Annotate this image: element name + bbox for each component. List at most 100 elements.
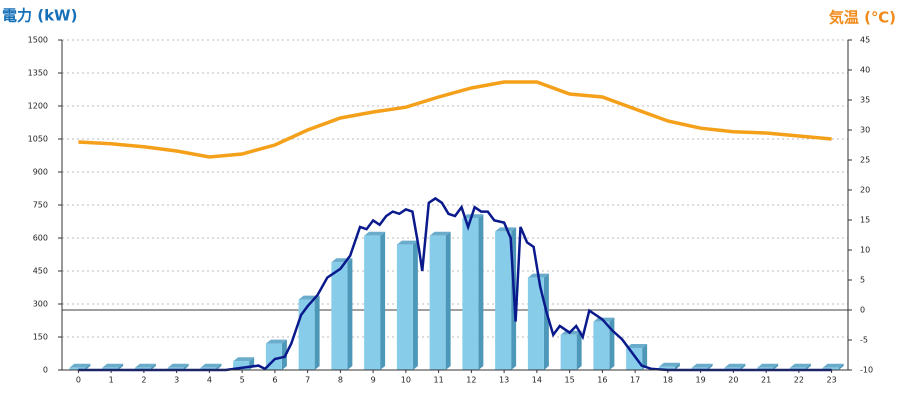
bar-top <box>495 227 517 232</box>
y2-tick-label: -10 <box>860 366 873 375</box>
x-tick-label: 4 <box>207 376 212 385</box>
x-tick-label: 23 <box>827 376 837 385</box>
x-tick-label: 8 <box>338 376 343 385</box>
bar-side <box>674 362 680 370</box>
bar-side <box>707 363 713 370</box>
y2-tick-label: 15 <box>860 216 870 225</box>
bar <box>429 235 446 370</box>
y2-tick-label: 35 <box>860 96 870 105</box>
bar <box>233 361 250 370</box>
bar-top <box>724 363 746 368</box>
bar-top <box>789 363 811 368</box>
y-tick-label: 150 <box>33 333 48 342</box>
bar-side <box>478 214 484 370</box>
y2-tick-label: 20 <box>860 186 870 195</box>
y-tick-label: 1200 <box>28 102 48 111</box>
y-tick-label: 1050 <box>28 135 48 144</box>
x-tick-label: 11 <box>434 376 444 385</box>
bar-top <box>233 357 255 362</box>
y-axis-title: 電力 (kW) <box>2 7 77 25</box>
bar-side <box>445 231 451 370</box>
bar-side <box>838 363 844 370</box>
bar-side <box>314 295 320 370</box>
x-tick-label: 9 <box>371 376 376 385</box>
bar-side <box>773 363 779 370</box>
temperature-line <box>78 80 832 159</box>
bar <box>626 348 643 370</box>
y2-tick-label: 45 <box>860 36 870 45</box>
bar-top <box>396 240 418 245</box>
bar-top <box>757 363 779 368</box>
bar-side <box>642 344 648 370</box>
bar-top <box>200 363 222 368</box>
bar-side <box>183 363 189 370</box>
bar-top <box>658 362 680 367</box>
bar <box>396 244 413 370</box>
y-tick-label: 300 <box>33 300 48 309</box>
bar-top <box>265 339 287 344</box>
bar-side <box>347 258 353 370</box>
y-tick-label: 900 <box>33 168 48 177</box>
bar-side <box>576 330 582 370</box>
x-tick-label: 22 <box>794 376 804 385</box>
y2-axis-title: 気温 (℃) <box>829 9 896 27</box>
bar-top <box>822 363 844 368</box>
y-tick-label: 450 <box>33 267 48 276</box>
bar-side <box>150 363 156 370</box>
y-tick-label: 750 <box>33 201 48 210</box>
x-tick-label: 21 <box>761 376 771 385</box>
bar <box>331 262 348 370</box>
bar-side <box>740 363 746 370</box>
bar <box>364 235 381 370</box>
y-tick-label: 600 <box>33 234 48 243</box>
y-tick-label: 1350 <box>28 69 48 78</box>
x-tick-label: 16 <box>597 376 607 385</box>
bar-top <box>691 363 713 368</box>
power-line <box>78 196 832 372</box>
y-tick-label: 0 <box>43 366 48 375</box>
bar-top <box>134 363 156 368</box>
y2-tick-label: -5 <box>860 336 868 345</box>
x-tick-label: 18 <box>663 376 673 385</box>
bar-side <box>805 363 811 370</box>
x-tick-label: 13 <box>499 376 509 385</box>
y2-tick-label: 40 <box>860 66 870 75</box>
bar-side <box>543 273 549 370</box>
x-tick-label: 0 <box>76 376 81 385</box>
bar-side <box>85 363 91 370</box>
x-tick-label: 7 <box>305 376 310 385</box>
bar-top <box>102 363 124 368</box>
bar <box>69 367 86 370</box>
y2-tick-label: 0 <box>860 306 865 315</box>
x-tick-label: 17 <box>630 376 640 385</box>
bar-top <box>167 363 189 368</box>
bar-side <box>609 317 615 370</box>
x-tick-label: 5 <box>240 376 245 385</box>
bar-side <box>216 363 222 370</box>
x-tick-label: 14 <box>532 376 542 385</box>
x-tick-label: 20 <box>728 376 738 385</box>
bar-top <box>364 231 386 236</box>
x-tick-label: 6 <box>272 376 277 385</box>
y2-tick-label: 30 <box>860 126 870 135</box>
bar-side <box>118 363 124 370</box>
bar-top <box>69 363 91 368</box>
x-tick-label: 1 <box>109 376 114 385</box>
bar <box>495 231 512 370</box>
bar <box>298 299 315 370</box>
bar <box>527 277 544 370</box>
x-tick-label: 12 <box>466 376 476 385</box>
x-tick-label: 19 <box>696 376 706 385</box>
x-tick-label: 3 <box>174 376 179 385</box>
bar-top <box>626 344 648 348</box>
y2-tick-label: 25 <box>860 156 870 165</box>
bar-side <box>380 231 386 370</box>
y-tick-label: 1500 <box>28 36 48 45</box>
x-tick-label: 15 <box>565 376 575 385</box>
x-tick-label: 2 <box>141 376 146 385</box>
x-tick-label: 10 <box>401 376 411 385</box>
bar <box>560 334 577 370</box>
y2-tick-label: 5 <box>860 276 865 285</box>
bar <box>462 218 479 370</box>
